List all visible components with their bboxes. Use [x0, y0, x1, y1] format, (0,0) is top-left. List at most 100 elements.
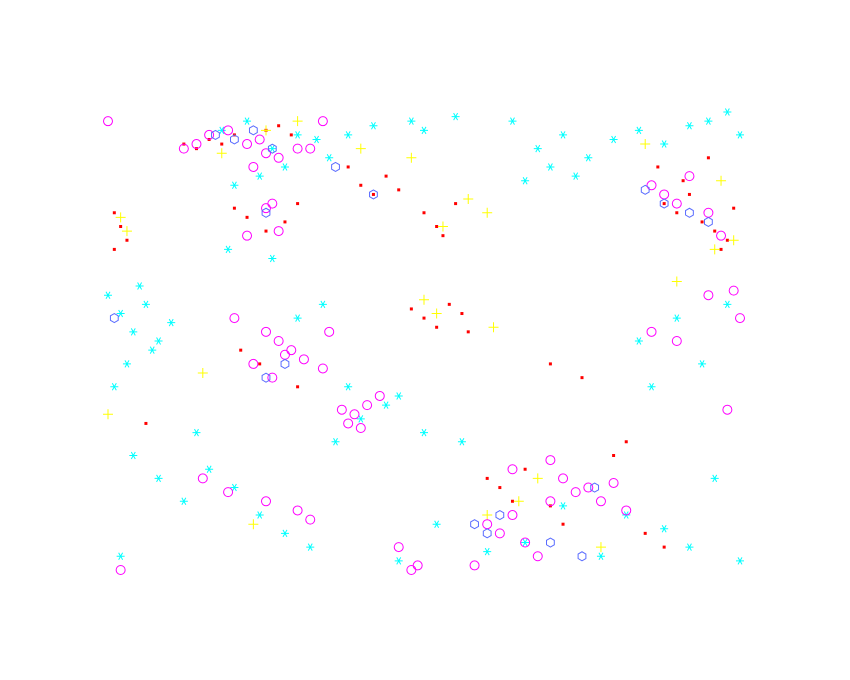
point — [369, 121, 378, 130]
point — [122, 360, 131, 368]
point — [559, 131, 568, 139]
point — [116, 309, 125, 318]
point — [466, 330, 470, 334]
point — [230, 181, 239, 190]
point — [374, 390, 385, 401]
point — [125, 238, 129, 242]
point — [336, 404, 347, 415]
point — [191, 139, 202, 150]
point — [685, 543, 694, 551]
point — [483, 547, 492, 556]
point — [725, 238, 729, 242]
point — [451, 112, 460, 121]
point — [698, 360, 707, 368]
point — [463, 194, 474, 205]
point — [716, 175, 727, 186]
point — [634, 126, 643, 135]
point — [671, 336, 682, 346]
point — [394, 557, 403, 565]
point — [675, 211, 679, 215]
point — [344, 131, 353, 139]
point — [286, 345, 297, 356]
point — [248, 519, 259, 530]
point — [264, 229, 268, 233]
point — [394, 392, 403, 400]
point — [144, 421, 148, 425]
point — [713, 229, 717, 233]
point — [121, 226, 132, 237]
point — [671, 198, 682, 209]
point — [324, 326, 335, 337]
point — [129, 328, 138, 336]
point — [229, 313, 240, 324]
point — [331, 161, 340, 173]
point — [283, 220, 287, 224]
point — [305, 143, 316, 154]
point — [292, 116, 303, 127]
point — [119, 225, 123, 228]
point — [318, 300, 327, 309]
point — [115, 565, 126, 575]
point — [659, 198, 669, 209]
point — [129, 451, 138, 460]
point — [248, 161, 259, 172]
point — [406, 152, 417, 163]
point — [273, 226, 284, 237]
point — [580, 376, 584, 380]
point — [533, 144, 542, 153]
point — [245, 215, 249, 219]
point — [520, 537, 531, 548]
point — [261, 372, 271, 383]
point — [441, 234, 445, 238]
point — [268, 144, 277, 153]
point — [412, 560, 423, 571]
point — [523, 467, 527, 471]
point — [267, 143, 277, 154]
point — [420, 126, 428, 135]
point — [293, 131, 302, 139]
point — [243, 117, 252, 125]
point — [723, 108, 732, 116]
point — [422, 211, 426, 215]
point — [279, 349, 290, 360]
point — [306, 543, 315, 551]
point — [267, 372, 278, 383]
point — [736, 557, 744, 565]
point — [736, 131, 744, 139]
point — [420, 428, 428, 437]
point — [608, 477, 619, 488]
point — [435, 325, 439, 329]
point — [646, 180, 657, 191]
point — [435, 225, 439, 228]
point — [242, 139, 253, 150]
point — [154, 337, 163, 345]
point — [154, 474, 163, 483]
point — [662, 202, 666, 206]
point — [621, 505, 632, 516]
point — [710, 474, 719, 483]
point — [292, 143, 303, 154]
point — [460, 312, 464, 316]
point — [545, 455, 556, 466]
point — [723, 300, 732, 309]
point — [248, 125, 258, 136]
point — [704, 117, 713, 125]
point — [298, 354, 309, 365]
point — [331, 438, 340, 446]
point — [482, 528, 492, 539]
point — [703, 207, 714, 218]
point — [407, 117, 416, 125]
point — [513, 496, 524, 507]
point — [521, 176, 530, 185]
point — [454, 202, 458, 206]
point — [359, 183, 363, 187]
point — [546, 537, 555, 548]
point — [662, 545, 666, 549]
point — [660, 525, 669, 533]
point — [267, 198, 278, 209]
point — [110, 383, 119, 391]
point — [305, 514, 316, 525]
point — [205, 465, 214, 473]
point — [356, 415, 365, 423]
point — [646, 326, 657, 337]
